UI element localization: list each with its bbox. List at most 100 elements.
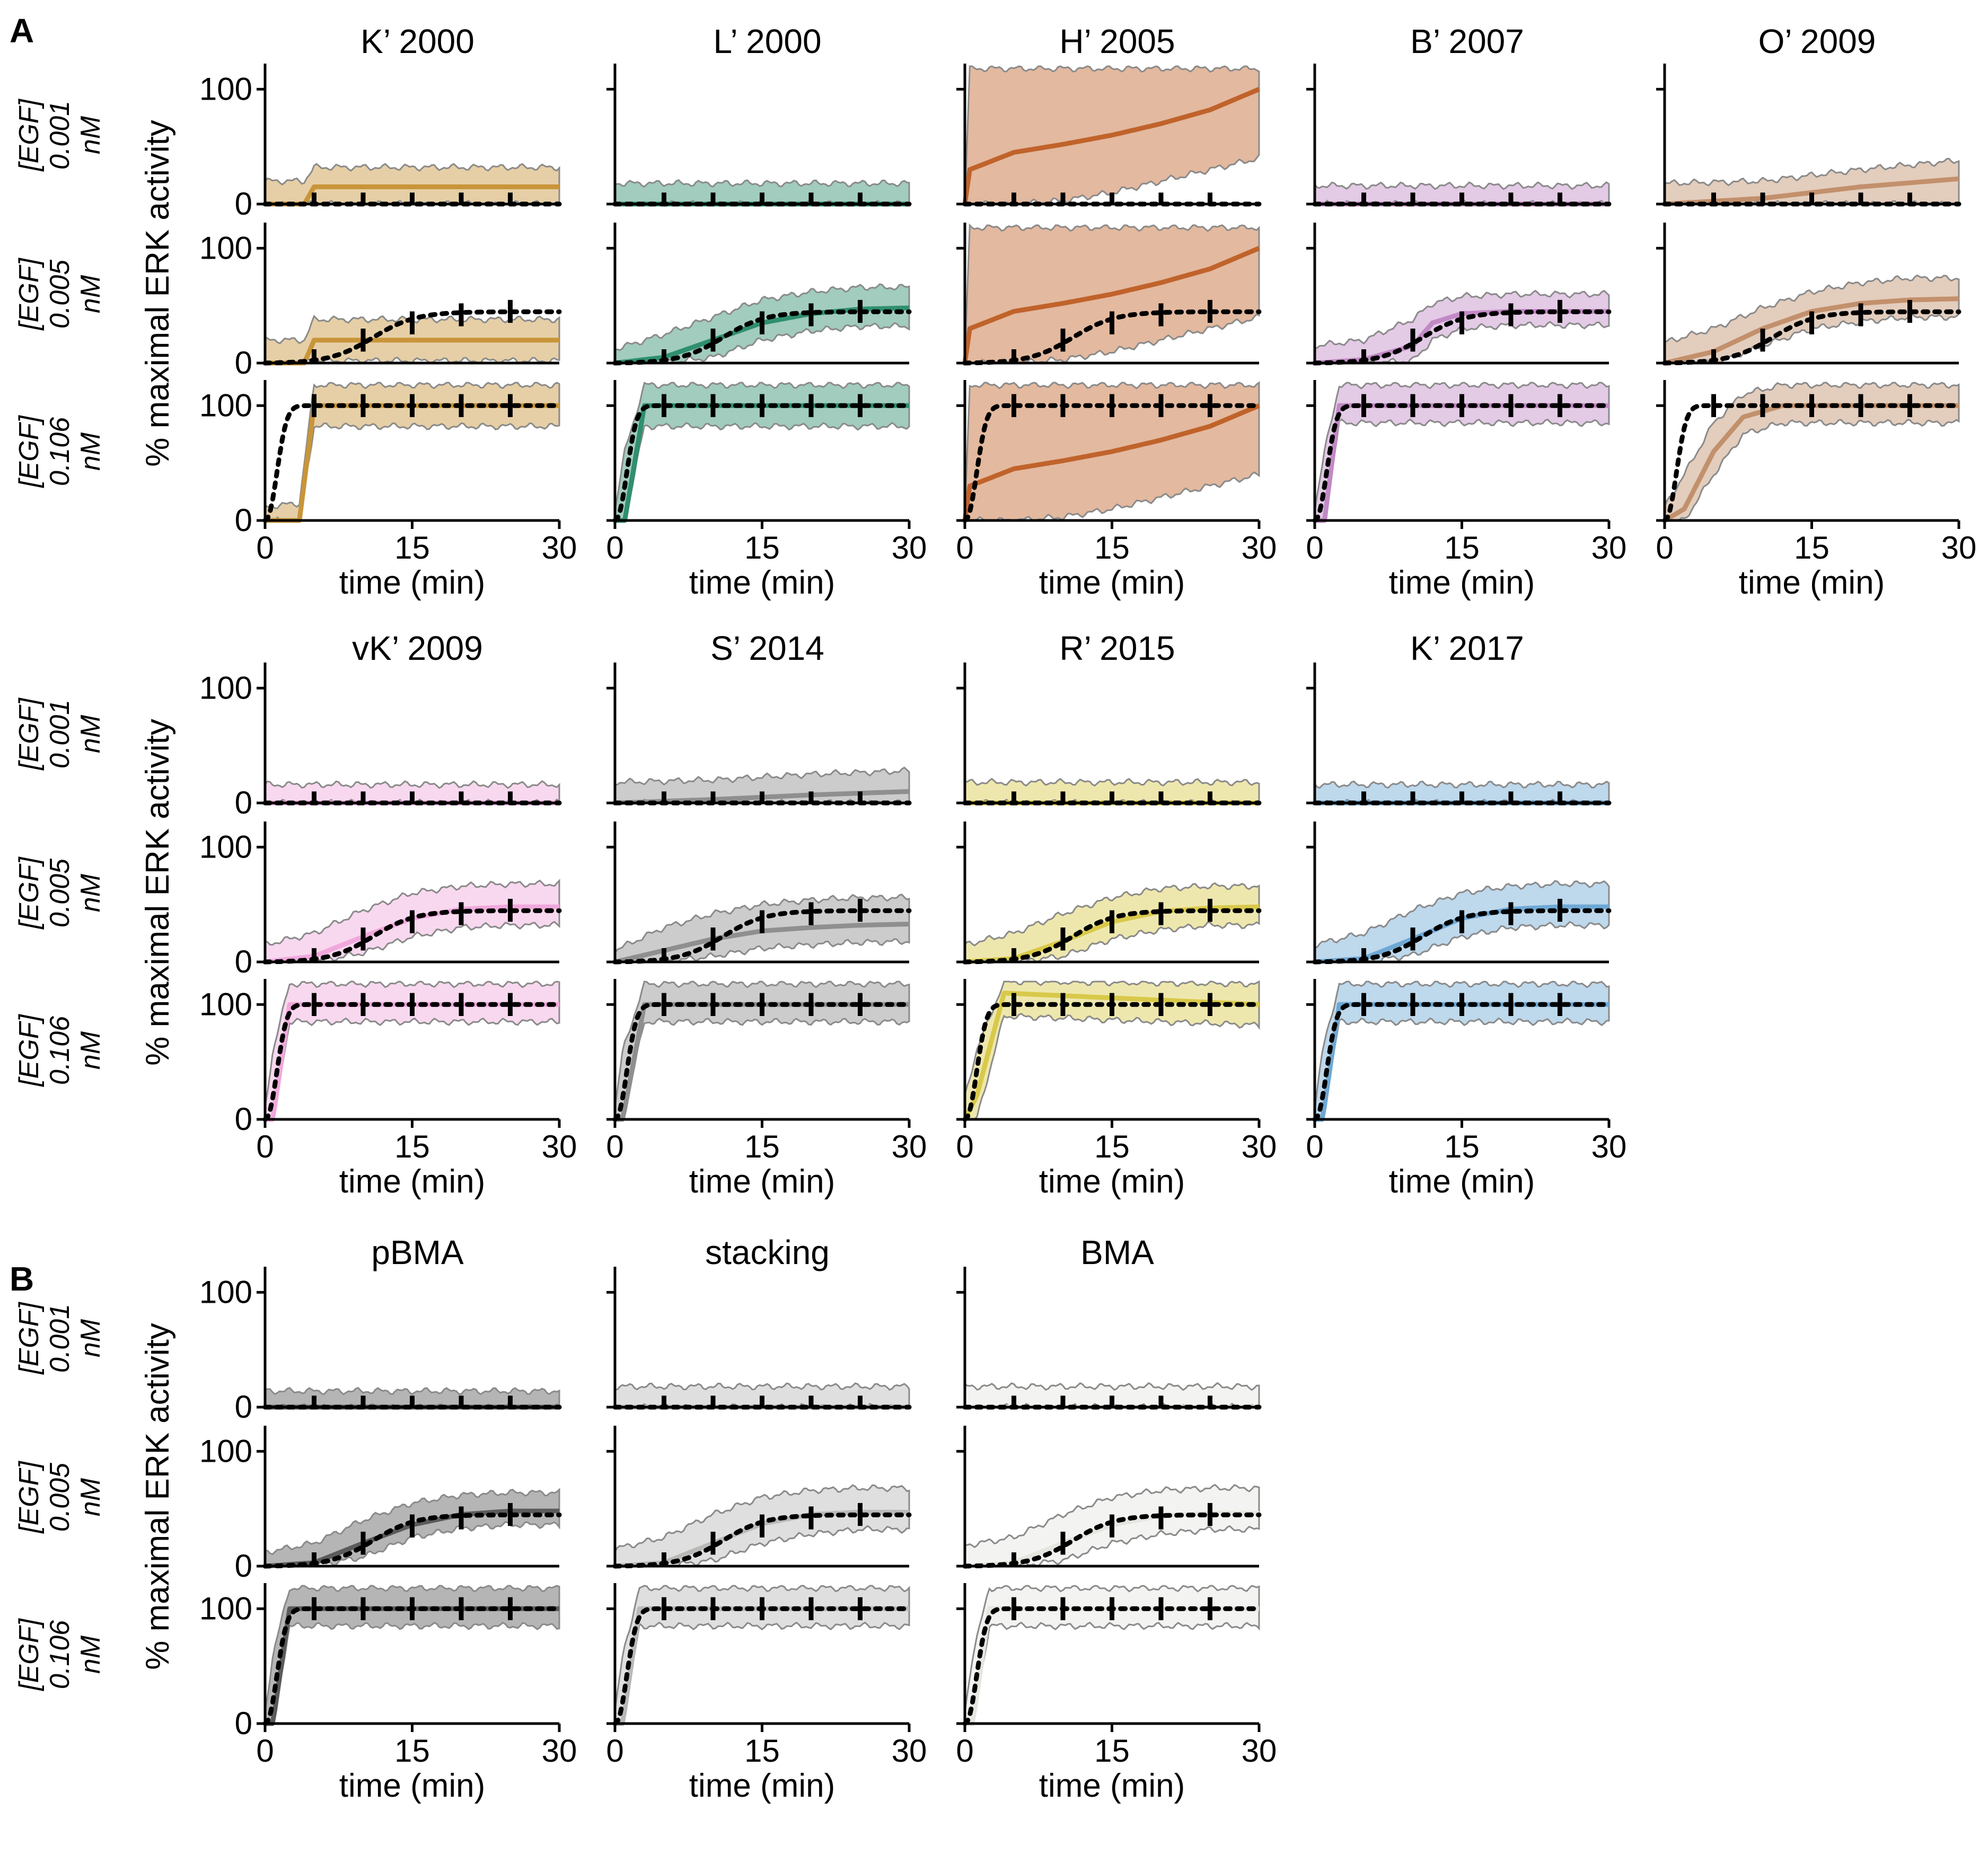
row-label-egf-0.106: [EGF] 0.106 nM — [14, 1618, 106, 1691]
x-tick-label: 0 — [606, 1129, 623, 1164]
subplot-bma-dose_0_106: 0 15 30 time (min) — [956, 1583, 1277, 1804]
y-tick-label: 100 — [199, 71, 252, 107]
subplot-o2009-dose_0_106: 0 15 30 time (min) — [1656, 380, 1976, 601]
row-label-line2: 0.001 — [45, 101, 75, 170]
x-tick-label: 30 — [1242, 1129, 1277, 1164]
row-label-line1: [EGF] — [14, 856, 45, 930]
subplot-pbma-dose_0_106: 0 100 0 15 30 time (min) — [199, 1583, 577, 1804]
row-label-line3: nM — [75, 1635, 106, 1674]
x-axis-label: time (min) — [1389, 564, 1535, 601]
uncertainty-band — [614, 382, 910, 522]
subplot-title-bma: BMA — [1080, 1233, 1154, 1271]
subplot-title-b2007: B’ 2007 — [1410, 22, 1524, 60]
y-axis-label: % maximal ERK activity — [139, 719, 176, 1066]
y-tick-label: 100 — [199, 1274, 252, 1310]
y-tick-label: 0 — [235, 1101, 252, 1137]
model-mean-line — [265, 184, 559, 207]
subplot-l2000-dose_0_001 — [606, 64, 912, 207]
subplot-s2014-dose_0_106: 0 15 30 time (min) — [606, 979, 927, 1200]
subplot-vk2009-dose_0_005: 0 100 — [199, 822, 562, 979]
uncertainty-band — [264, 1585, 560, 1725]
subplot-stacking-dose_0_001 — [606, 1267, 912, 1410]
x-tick-label: 30 — [1242, 530, 1277, 566]
x-tick-label: 0 — [1656, 530, 1673, 566]
x-axis-label: time (min) — [1039, 1163, 1185, 1200]
x-tick-label: 0 — [956, 530, 973, 566]
y-tick-label: 0 — [235, 1389, 252, 1425]
panel-letter-a: A — [10, 12, 34, 50]
y-tick-label: 100 — [199, 1433, 252, 1469]
subplot-title-s2014: S’ 2014 — [710, 629, 824, 667]
x-tick-label: 15 — [1094, 1129, 1130, 1164]
subplot-vk2009-dose_0_106: 0 100 0 15 30 time (min) — [199, 979, 577, 1200]
subplot-h2005-dose_0_005 — [956, 223, 1262, 366]
row-label-line2: 0.005 — [45, 858, 75, 928]
x-tick-label: 30 — [892, 530, 927, 566]
y-tick-label: 100 — [199, 829, 252, 864]
row-label-egf-0.001: [EGF] 0.001 nM — [14, 1302, 106, 1375]
y-axis-label: % maximal ERK activity — [139, 1323, 176, 1670]
subplot-title-k2017: K’ 2017 — [1410, 629, 1524, 667]
y-tick-label: 0 — [235, 1548, 252, 1584]
subplot-l2000-dose_0_005 — [606, 223, 912, 366]
x-tick-label: 0 — [606, 530, 623, 566]
row-label-line1: [EGF] — [14, 1618, 45, 1691]
subplot-s2014-dose_0_005 — [606, 822, 912, 965]
y-tick-label: 0 — [235, 785, 252, 820]
x-axis-label: time (min) — [339, 564, 486, 601]
y-tick-label: 100 — [199, 670, 252, 705]
subplot-bma-dose_0_005 — [956, 1426, 1262, 1569]
subplot-title-vk2009: vK’ 2009 — [352, 629, 483, 667]
row-label-line1: [EGF] — [14, 1461, 45, 1534]
x-tick-label: 0 — [956, 1733, 973, 1769]
row-label-egf-0.005: [EGF] 0.005 nM — [14, 856, 106, 930]
x-axis-label: time (min) — [1389, 1163, 1535, 1200]
x-tick-label: 15 — [394, 530, 430, 566]
x-tick-label: 30 — [1941, 530, 1977, 566]
y-tick-label: 100 — [199, 387, 252, 423]
subplot-k2000-dose_0_106: 0 100 0 15 30 time (min) — [199, 380, 577, 601]
subplot-h2005-dose_0_106: 0 15 30 time (min) — [956, 380, 1277, 601]
row-label-line2: 0.001 — [45, 1304, 75, 1373]
row-label-line3: nM — [75, 1478, 106, 1516]
subplot-r2015-dose_0_005 — [956, 822, 1262, 965]
x-tick-label: 15 — [1794, 530, 1829, 566]
x-tick-label: 30 — [892, 1733, 927, 1769]
row-label-egf-0.106: [EGF] 0.106 nM — [14, 415, 106, 488]
x-tick-label: 30 — [542, 1733, 577, 1769]
model-mean-line — [265, 338, 559, 366]
row-label-line2: 0.005 — [45, 1462, 75, 1532]
subplot-k2017-dose_0_106: 0 15 30 time (min) — [1306, 979, 1626, 1200]
subplot-title-r2015: R’ 2015 — [1059, 629, 1175, 667]
uncertainty-band — [614, 980, 910, 1120]
y-tick-label: 100 — [199, 1591, 252, 1626]
x-axis-label: time (min) — [689, 1768, 835, 1804]
row-label-line3: nM — [75, 873, 106, 912]
subplot-o2009-dose_0_001 — [1656, 64, 1961, 207]
y-tick-label: 0 — [235, 345, 252, 381]
x-tick-label: 0 — [1306, 530, 1323, 566]
row-label-line2: 0.106 — [45, 1620, 75, 1689]
subplot-k2000-dose_0_001: 0 100 — [199, 64, 562, 222]
model-mean-line — [962, 246, 1260, 364]
y-tick-label: 0 — [235, 502, 252, 538]
x-tick-label: 0 — [1306, 1129, 1323, 1164]
row-label-line1: [EGF] — [14, 415, 45, 488]
row-label-line1: [EGF] — [14, 1302, 45, 1375]
row-label-egf-0.005: [EGF] 0.005 nM — [14, 258, 106, 331]
uncertainty-band — [1314, 289, 1610, 364]
subplot-title-o2009: O’ 2009 — [1758, 22, 1876, 60]
x-tick-label: 15 — [394, 1733, 430, 1769]
model-mean-line — [962, 403, 1260, 521]
row-label-egf-0.001: [EGF] 0.001 nM — [14, 99, 106, 172]
row-label-line2: 0.106 — [45, 417, 75, 486]
row-label-line3: nM — [75, 275, 106, 313]
row-label-egf-0.005: [EGF] 0.005 nM — [14, 1461, 106, 1534]
subplot-stacking-dose_0_106: 0 15 30 time (min) — [606, 1583, 927, 1804]
y-tick-label: 0 — [235, 1706, 252, 1741]
y-tick-label: 0 — [235, 944, 252, 979]
x-tick-label: 30 — [1591, 530, 1627, 566]
x-tick-label: 15 — [1444, 1129, 1480, 1164]
subplot-title-h2005: H’ 2005 — [1059, 22, 1175, 60]
